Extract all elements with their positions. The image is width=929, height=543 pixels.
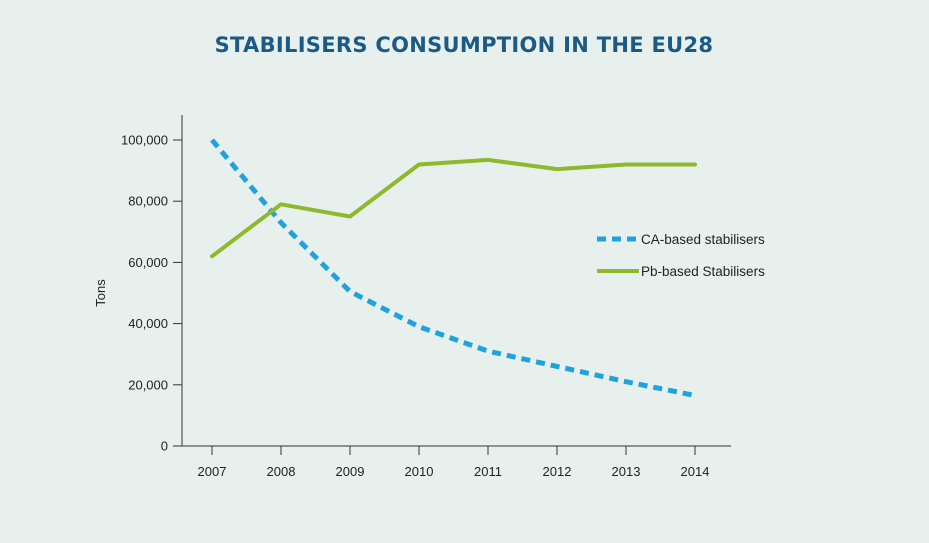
data-point — [693, 394, 697, 398]
x-tick-label: 2008 — [267, 464, 296, 479]
data-point — [624, 162, 628, 166]
y-axis-ticks: 0 20,000 40,000 60,000 80,000 100,000 — [121, 133, 182, 454]
data-point — [348, 289, 352, 293]
x-tick-label: 2013 — [612, 464, 641, 479]
data-point — [348, 215, 352, 219]
x-tick-label: 2012 — [543, 464, 572, 479]
series-line-pb-based — [210, 157, 697, 259]
y-tick-label: 80,000 — [128, 194, 168, 209]
legend-label: CA-based stabilisers — [641, 232, 765, 247]
data-point — [279, 202, 283, 206]
data-point — [555, 167, 559, 171]
y-tick-label: 20,000 — [128, 377, 168, 392]
x-tick-label: 2007 — [198, 464, 227, 479]
data-point — [417, 162, 421, 166]
y-tick-label: 40,000 — [128, 316, 168, 331]
data-point — [279, 221, 283, 225]
y-axis-label: Tons — [93, 279, 108, 307]
x-tick-label: 2010 — [405, 464, 434, 479]
x-tick-label: 2014 — [681, 464, 710, 479]
y-tick-label: 100,000 — [121, 133, 168, 148]
data-point — [210, 138, 214, 142]
data-point — [624, 380, 628, 384]
x-axis-ticks: 2007 2008 2009 2010 2011 2012 2013 2014 — [198, 446, 710, 479]
y-tick-label: 60,000 — [128, 255, 168, 270]
x-tick-label: 2009 — [336, 464, 365, 479]
data-point — [555, 364, 559, 368]
x-tick-label: 2011 — [474, 464, 502, 479]
y-tick-label: 0 — [161, 439, 168, 454]
series-line-ca-based — [210, 138, 696, 398]
legend-label: Pb-based Stabilisers — [641, 264, 765, 279]
data-point — [210, 254, 214, 258]
data-point — [693, 162, 697, 166]
data-point — [486, 158, 490, 162]
data-point — [486, 349, 490, 353]
series-lines — [210, 138, 697, 398]
chart-title: STABILISERS CONSUMPTION IN THE EU28 — [215, 33, 714, 57]
data-point — [417, 325, 421, 329]
legend: CA-based stabilisers Pb-based Stabilisers — [597, 232, 765, 279]
